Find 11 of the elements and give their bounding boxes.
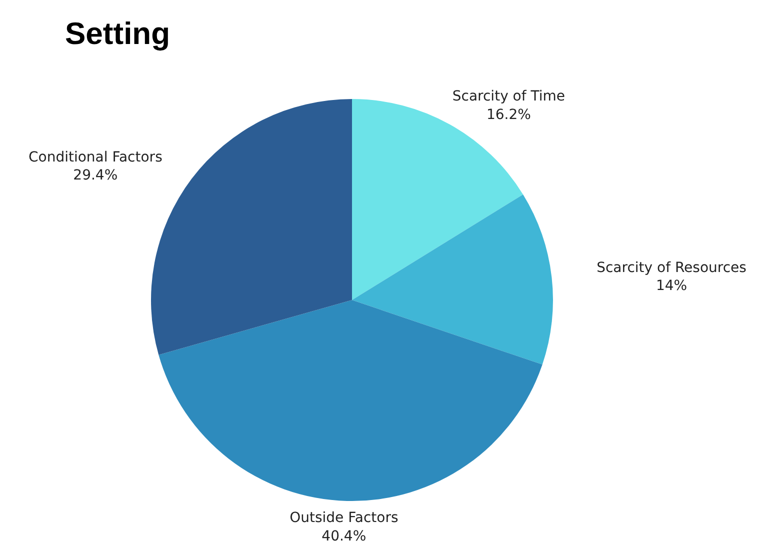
pie-slice <box>352 194 553 365</box>
slice-label: Scarcity of Resources <box>596 260 746 276</box>
pie-slice <box>158 300 542 501</box>
slice-label: Scarcity of Time <box>452 88 566 105</box>
data-label: 16.2% <box>486 106 531 123</box>
data-label: 40.4% <box>322 528 366 544</box>
data-label: 29.4% <box>73 168 118 184</box>
chart-title: Setting <box>65 16 170 51</box>
data-label: 14% <box>656 278 688 294</box>
slice-label: Outside Factors <box>290 510 398 526</box>
slice-label: Conditional Factors <box>28 149 162 166</box>
